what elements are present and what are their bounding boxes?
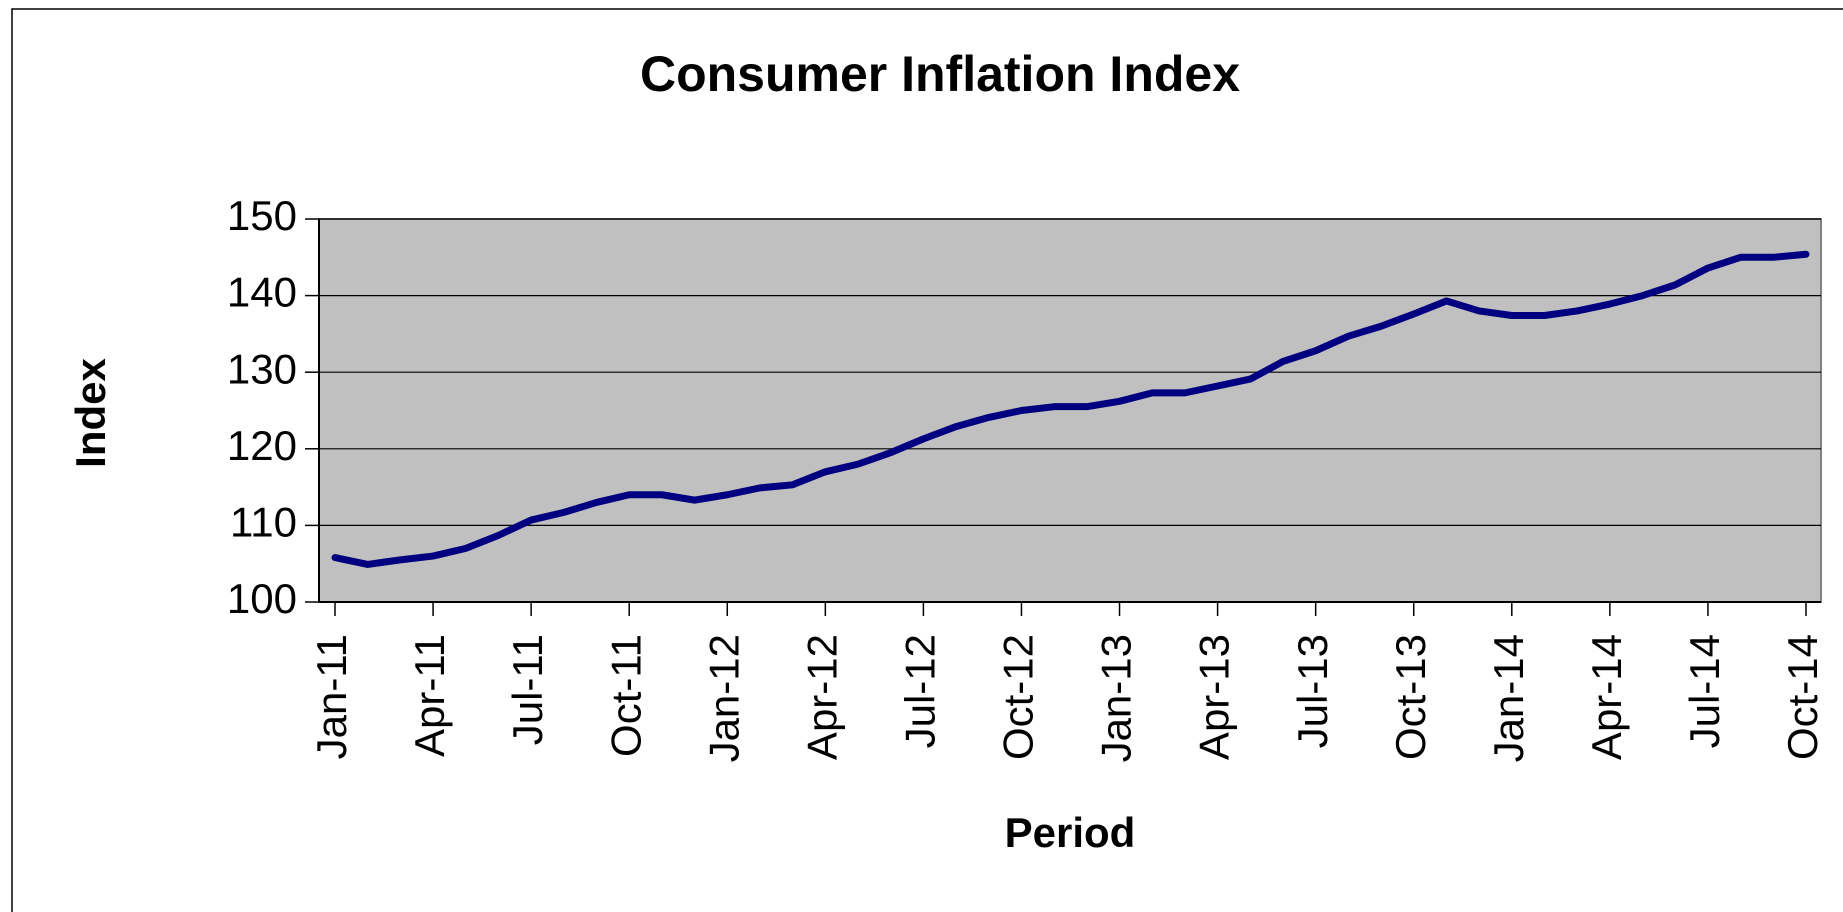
x-tick-label: Apr-14 <box>1583 634 1630 760</box>
data-line <box>331 250 1810 568</box>
x-tick-label: Oct-12 <box>995 634 1042 760</box>
y-tick-label: 120 <box>227 422 297 469</box>
x-tick-label: Jul-11 <box>504 634 551 745</box>
y-tick-label: 130 <box>227 345 297 392</box>
y-tick-label: 140 <box>227 269 297 316</box>
x-tick-label: Oct-13 <box>1387 634 1434 760</box>
y-axis-label: Index <box>67 358 114 468</box>
x-axis-label: Period <box>1005 809 1136 856</box>
x-tick-label: Jan-13 <box>1093 634 1140 762</box>
x-tick-label: Jan-14 <box>1485 634 1532 762</box>
plot-area <box>318 218 1822 603</box>
x-tick-label: Jul-12 <box>896 634 943 748</box>
x-tick-label: Jan-12 <box>700 634 747 762</box>
x-tick-label: Apr-11 <box>406 634 453 757</box>
chart-title: Consumer Inflation Index <box>640 46 1240 102</box>
y-tick-label: 100 <box>227 575 297 622</box>
x-tick-label: Apr-12 <box>798 634 845 760</box>
x-tick-label: Oct-11 <box>602 634 649 757</box>
x-tick-label: Jul-14 <box>1681 634 1728 748</box>
x-tick-label: Apr-13 <box>1191 634 1238 760</box>
y-tick-label: 110 <box>230 498 297 545</box>
x-tick-label: Jul-13 <box>1289 634 1336 748</box>
y-tick-label: 150 <box>227 192 297 239</box>
x-tick-label: Jan-11 <box>308 634 355 759</box>
x-tick-label: Oct-14 <box>1779 634 1826 760</box>
